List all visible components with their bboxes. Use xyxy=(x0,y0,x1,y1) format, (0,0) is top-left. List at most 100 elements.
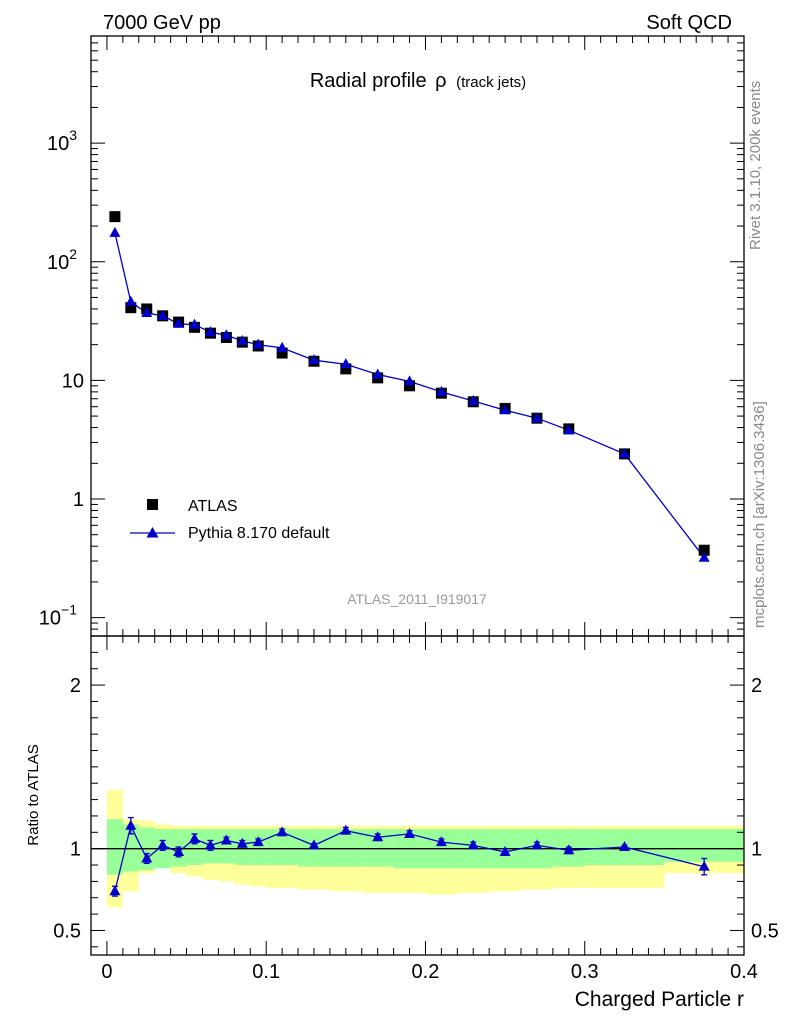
pythia-point xyxy=(141,306,153,317)
tick-exponent: 2 xyxy=(69,246,77,262)
legend-pythia-label: Pythia 8.170 default xyxy=(188,525,330,542)
pythia-point xyxy=(467,395,479,406)
mcplots-credit-label: mcplots.cern.ch [arXiv:1306.3436] xyxy=(751,401,768,628)
x-tick-label: 0.2 xyxy=(412,961,440,983)
pythia-point xyxy=(125,295,137,306)
pythia-point xyxy=(109,226,121,237)
pythia-point xyxy=(157,309,169,320)
main-y-tick-label: 103 xyxy=(47,127,77,155)
ratio-series-line xyxy=(114,823,705,892)
green-band-bin xyxy=(329,829,362,867)
main-title-suffix: (track jets) xyxy=(456,74,526,91)
pythia-point xyxy=(220,329,232,340)
pythia-point xyxy=(340,358,352,369)
main-axis-ticks xyxy=(91,35,745,637)
header-energy-label: 7000 GeV pp xyxy=(103,12,221,34)
uncertainty-bands xyxy=(106,789,744,908)
tick-exponent: 3 xyxy=(69,127,77,143)
atlas-point xyxy=(404,380,416,392)
ratio-point xyxy=(499,845,511,856)
atlas-point xyxy=(698,544,710,556)
pythia-point xyxy=(499,404,511,415)
legend-pythia-marker xyxy=(146,527,159,538)
main-title-symbol: ρ xyxy=(435,70,446,92)
main-plot-title: Radial profile ρ (track jets) xyxy=(310,70,526,92)
ratio-point xyxy=(308,839,320,850)
main-y-tick-label: 102 xyxy=(47,246,77,274)
ratio-y-tick-labels: 0.5 0.5 1 1 2 2 xyxy=(53,675,779,942)
ratio-y-tick-label: 0.5 xyxy=(53,920,81,942)
ratio-point xyxy=(109,885,121,896)
atlas-point xyxy=(340,363,352,375)
x-tick-label: 0.4 xyxy=(730,961,758,983)
ratio-point xyxy=(404,827,416,838)
legend-atlas-label: ATLAS xyxy=(188,498,238,515)
green-band-bin xyxy=(250,829,267,866)
x-tick-label: 0.3 xyxy=(571,961,599,983)
ratio-point xyxy=(157,839,169,850)
tick-exponent: −1 xyxy=(61,602,77,618)
pythia-series-line xyxy=(114,232,705,559)
main-y-tick-label: 10 xyxy=(62,370,84,392)
header-process-label: Soft QCD xyxy=(646,12,732,34)
ratio-point xyxy=(467,839,479,850)
ratio-y-tick-label-right: 1 xyxy=(751,839,762,861)
rivet-version-label: Rivet 3.1.10, 200k events xyxy=(747,81,764,250)
pythia-point xyxy=(435,385,447,396)
tick-base: 10 xyxy=(39,608,61,630)
ratio-point xyxy=(698,860,710,871)
pythia-point xyxy=(531,412,543,423)
x-tick-label: 0.1 xyxy=(252,961,280,983)
ratio-plot-frame xyxy=(90,635,745,956)
ratio-y-tick-label-right: 0.5 xyxy=(751,920,779,942)
atlas-point xyxy=(125,302,137,314)
green-band-bin xyxy=(664,829,744,862)
tick-base: 10 xyxy=(47,252,69,274)
ratio-axis-ticks xyxy=(91,636,745,955)
ratio-point xyxy=(372,831,384,842)
x-axis-label: Charged Particle r xyxy=(575,988,744,1011)
main-title-text: Radial profile xyxy=(310,70,427,92)
ratio-y-tick-label: 2 xyxy=(70,675,81,697)
green-band-bin xyxy=(218,829,235,864)
ratio-point xyxy=(619,841,631,852)
ratio-plot-panel: 0.5 0.51 12 2 0 0.1 0.2 0.3 0.4 Ratio to ATLAS … xyxy=(25,635,779,1011)
legend-atlas-marker xyxy=(147,499,158,510)
pythia-point xyxy=(236,334,248,345)
x-tick-label: 0 xyxy=(101,961,112,983)
analysis-watermark: ATLAS_2011_I919017 xyxy=(347,591,487,607)
pythia-point xyxy=(173,317,185,328)
pythia-point xyxy=(276,341,288,352)
pythia-point xyxy=(404,375,416,386)
ratio-point xyxy=(531,839,543,850)
green-band-bin xyxy=(106,819,123,875)
pythia-point xyxy=(189,318,201,329)
tick-base: 10 xyxy=(62,370,84,392)
atlas-point xyxy=(276,347,288,359)
legend: ATLAS Pythia 8.170 default xyxy=(130,498,330,542)
atlas-point xyxy=(109,211,121,223)
tick-base: 1 xyxy=(73,489,84,511)
ratio-point xyxy=(173,845,185,856)
pythia-data-points xyxy=(109,226,710,562)
ratio-point xyxy=(141,852,153,863)
pythia-point xyxy=(308,354,320,365)
green-band-bin xyxy=(122,824,139,872)
ratio-data-points xyxy=(109,816,710,897)
ratio-point xyxy=(220,834,232,845)
x-tick-labels: 0 0.1 0.2 0.3 0.4 xyxy=(101,961,758,983)
ratio-y-tick-label: 1 xyxy=(70,839,81,861)
tick-base: 10 xyxy=(47,133,69,155)
ratio-point xyxy=(252,836,264,847)
pythia-point xyxy=(372,368,384,379)
ratio-point xyxy=(563,844,575,855)
green-band-bin xyxy=(186,829,203,866)
ratio-point xyxy=(276,826,288,837)
main-y-tick-label: 1 xyxy=(73,489,84,511)
pythia-point xyxy=(563,424,575,435)
pythia-point xyxy=(698,551,710,562)
main-plot-frame xyxy=(90,35,745,637)
